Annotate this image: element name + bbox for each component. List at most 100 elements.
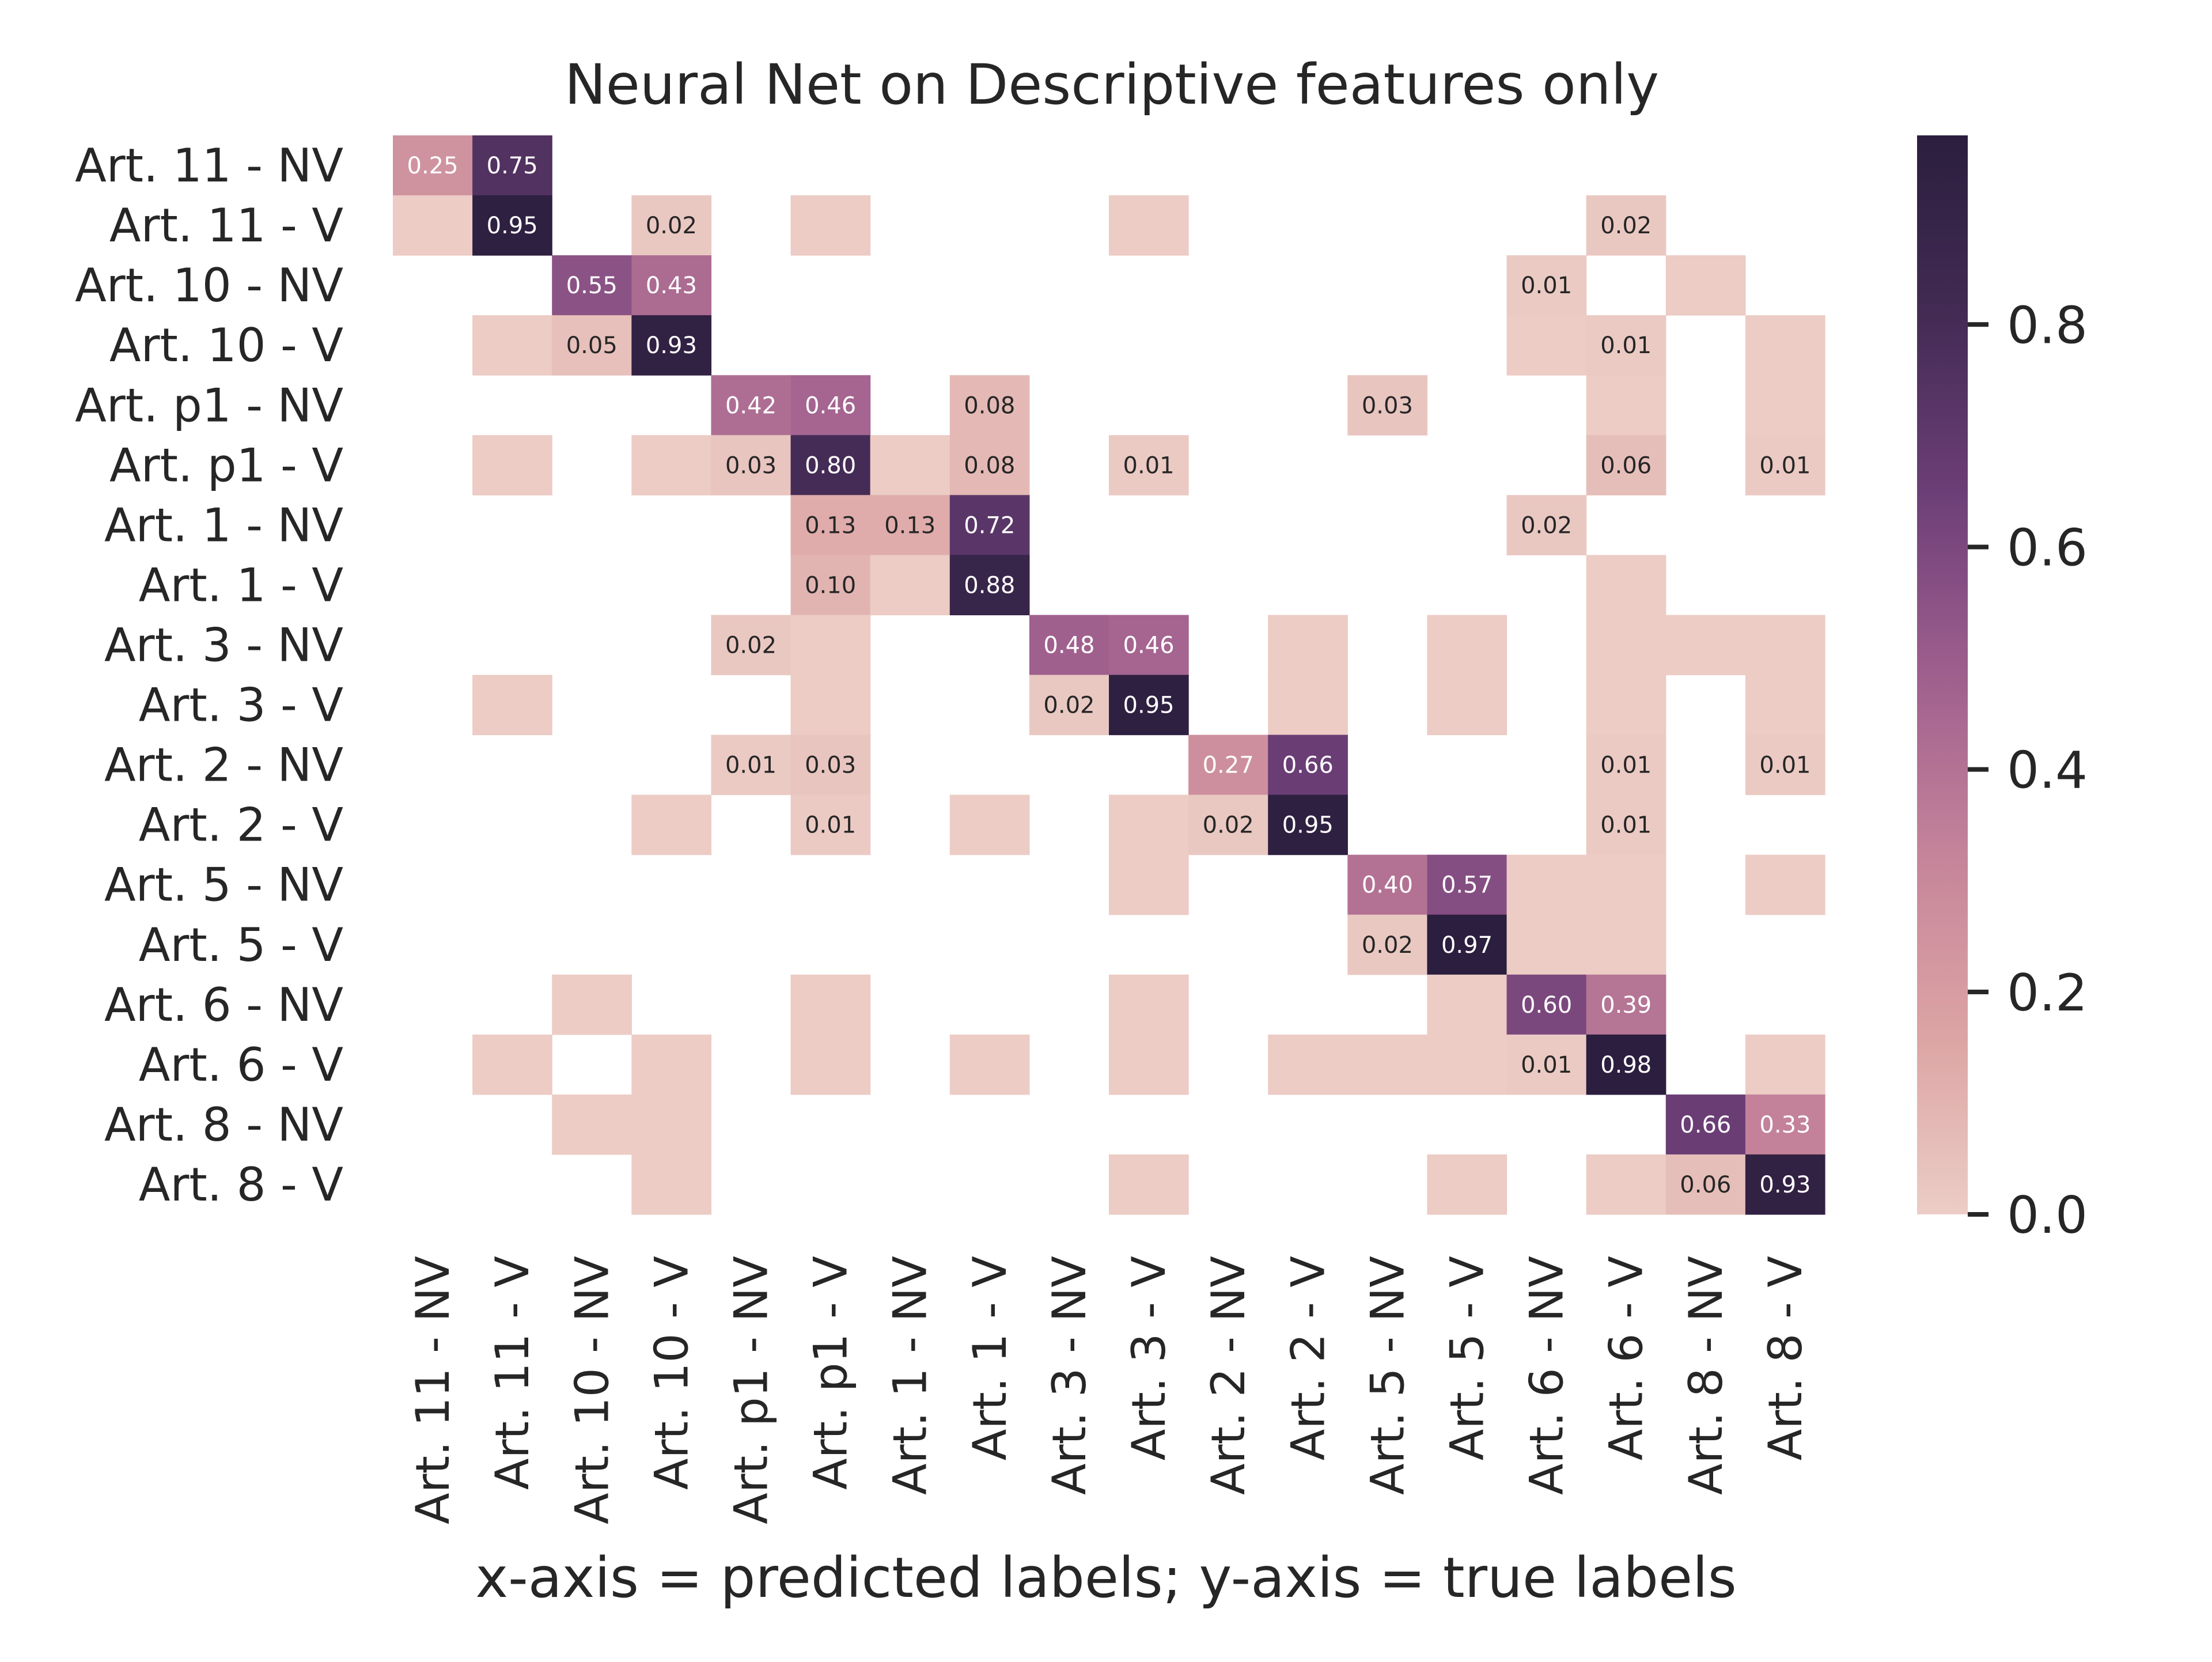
heatmap-cell (1427, 675, 1508, 736)
heatmap-cell (949, 1034, 1030, 1095)
cell-value-label: 0.02 (646, 213, 697, 239)
heatmap-cell (472, 135, 552, 196)
heatmap-cell (552, 974, 632, 1035)
heatmap-cell (949, 794, 1030, 855)
heatmap-cell (1109, 854, 1189, 915)
heatmap-cell (790, 435, 871, 495)
y-tick-label: Art. p1 - V (109, 438, 343, 492)
x-tick-label: Art. 6 - NV (1520, 1256, 1574, 1495)
heatmap-cell (790, 735, 871, 796)
heatmap-cell (1586, 195, 1666, 256)
x-tick-label: Art. 5 - NV (1361, 1256, 1414, 1495)
heatmap-cell (1427, 1034, 1508, 1095)
heatmap-cell (790, 974, 871, 1035)
heatmap-cell (790, 794, 871, 855)
heatmap-cell (870, 495, 950, 555)
cell-value-label: 0.06 (1600, 452, 1652, 479)
heatmap-cell (1586, 1154, 1666, 1215)
heatmap-cell (949, 555, 1030, 616)
x-tick-label: Art. 10 - V (645, 1256, 698, 1490)
cell-value-label: 0.55 (566, 272, 618, 299)
heatmap-cell (631, 435, 712, 495)
heatmap-cell (870, 555, 950, 616)
x-tick-label: Art. 10 - NV (565, 1256, 619, 1524)
heatmap-cell (1427, 914, 1508, 975)
cell-value-label: 0.05 (566, 332, 618, 359)
heatmap-cell (1586, 794, 1666, 855)
y-tick-label: Art. 10 - V (109, 319, 343, 372)
heatmap-cell (472, 435, 552, 495)
x-tick-label: Art. 3 - NV (1043, 1256, 1096, 1495)
heatmap-cell (472, 675, 552, 736)
heatmap-cell (1745, 675, 1825, 736)
cell-value-label: 0.98 (1600, 1052, 1652, 1078)
cell-value-label: 0.43 (646, 272, 697, 299)
heatmap-cell (472, 315, 552, 376)
y-tick-label: Art. 8 - NV (104, 1098, 343, 1152)
heatmap-cell (711, 735, 791, 796)
cell-value-label: 0.01 (1521, 1052, 1572, 1078)
heatmap-cell (1109, 974, 1189, 1035)
cell-value-label: 0.01 (1600, 332, 1652, 359)
cell-value-label: 0.02 (725, 632, 777, 658)
cell-value-label: 0.02 (1362, 932, 1413, 959)
heatmap-cell (631, 315, 712, 376)
heatmap-cell (631, 1154, 712, 1215)
heatmap-cell (1029, 615, 1109, 676)
heatmap-cell (1029, 675, 1109, 736)
heatmap-cell (1745, 435, 1825, 495)
heatmap-cell (552, 315, 632, 376)
cell-value-label: 0.03 (725, 452, 777, 479)
y-tick-label: Art. 3 - V (139, 679, 343, 732)
cell-value-label: 0.80 (805, 452, 856, 479)
y-tick-label: Art. 6 - V (139, 1038, 343, 1092)
cell-value-label: 0.08 (964, 452, 1015, 479)
heatmap-cell (1745, 854, 1825, 915)
heatmap-cell (711, 615, 791, 676)
heatmap-cell (1268, 1034, 1348, 1095)
cell-value-label: 0.48 (1043, 632, 1094, 658)
cell-value-label: 0.27 (1203, 752, 1254, 779)
x-tick-label: Art. 8 - V (1759, 1256, 1812, 1460)
heatmap-cell (949, 435, 1030, 495)
heatmap-cell (1427, 615, 1508, 676)
y-tick-label: Art. 11 - V (109, 199, 343, 252)
heatmap-cell (1586, 315, 1666, 376)
x-tick-label: Art. 5 - V (1441, 1256, 1494, 1460)
x-tick-label: Art. 2 - NV (1202, 1256, 1255, 1495)
heatmap-cell (631, 255, 712, 316)
x-tick-label: Art. 6 - V (1600, 1256, 1653, 1460)
cell-value-label: 0.02 (1521, 512, 1572, 539)
heatmap-cell (1745, 735, 1825, 796)
heatmap-cell (870, 435, 950, 495)
y-tick-label: Art. 11 - NV (75, 139, 343, 192)
cell-value-label: 0.01 (1759, 752, 1810, 779)
x-tick-labels: Art. 11 - NV Art. 11 - V Art. 10 - NV Art. … (406, 1256, 1812, 1524)
heatmap-cell (1665, 615, 1746, 676)
heatmap-cell (472, 1034, 552, 1095)
cell-value-label: 0.95 (487, 213, 538, 239)
heatmap-cell (1506, 255, 1587, 316)
heatmap-cell (1268, 794, 1348, 855)
y-tick-label: Art. 6 - NV (104, 978, 343, 1032)
heatmap-cell (1188, 735, 1268, 796)
heatmap-cell (790, 195, 871, 256)
cell-value-label: 0.66 (1680, 1112, 1731, 1138)
y-tick-label: Art. 2 - NV (104, 739, 343, 792)
cell-value-label: 0.75 (487, 153, 538, 179)
heatmap-cell (1745, 1154, 1825, 1215)
heatmap-cell (631, 794, 712, 855)
heatmap-cell (790, 675, 871, 736)
heatmap-cell (1745, 615, 1825, 676)
heatmap-cell (1586, 675, 1666, 736)
y-tick-label: Art. 8 - V (139, 1158, 343, 1212)
x-tick-label: Art. p1 - V (804, 1256, 858, 1490)
heatmap-cell (1745, 315, 1825, 376)
cell-value-label: 0.33 (1759, 1112, 1810, 1138)
heatmap-cell (790, 375, 871, 436)
heatmap-cell (1586, 914, 1666, 975)
heatmap-cell (1506, 914, 1587, 975)
cell-value-label: 0.66 (1282, 752, 1334, 779)
y-tick-label: Art. 3 - NV (104, 618, 343, 672)
x-axis-label: x-axis = predicted labels; y-axis = true… (475, 1546, 1736, 1610)
